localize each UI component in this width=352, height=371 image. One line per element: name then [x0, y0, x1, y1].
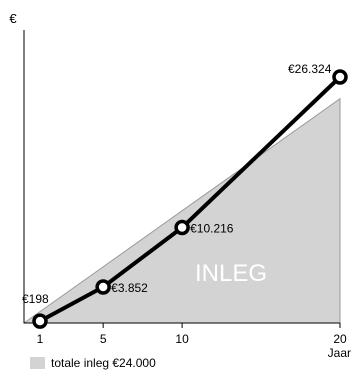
x-tick-label: 10 — [175, 332, 189, 346]
data-point — [332, 69, 348, 85]
x-tick-label: 1 — [37, 332, 44, 346]
data-label: €10.216 — [190, 222, 234, 236]
series-line — [39, 75, 342, 323]
data-label: €198 — [22, 292, 49, 306]
data-point — [32, 313, 48, 329]
data-labels: €198 €3.852 €10.216 €26.324 — [22, 62, 332, 306]
x-tick-label: 20 — [333, 332, 347, 346]
x-tick-label: 5 — [100, 332, 107, 346]
series-points — [32, 69, 348, 329]
data-point — [174, 219, 190, 236]
legend: totale inleg €24.000 — [30, 356, 156, 370]
data-label: €3.852 — [111, 281, 148, 295]
x-ticks: 1 5 10 20 — [37, 323, 347, 346]
total-deposit-area — [22, 97, 341, 324]
legend-label: totale inleg €24.000 — [51, 356, 156, 370]
data-point — [95, 279, 111, 295]
data-label: €26.324 — [288, 62, 332, 76]
area-label: INLEG — [195, 260, 267, 287]
x-axis-label: Jaar — [328, 346, 351, 360]
legend-swatch — [30, 357, 45, 369]
y-axis-label: € — [9, 11, 17, 26]
